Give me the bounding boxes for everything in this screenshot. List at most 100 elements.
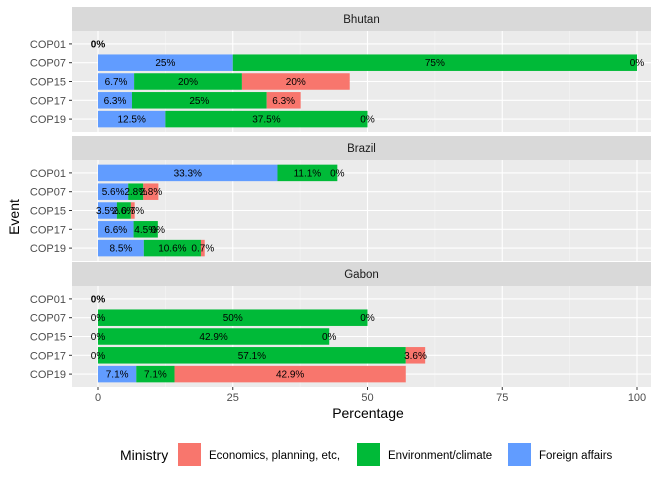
bar-data-label: 2.8% [124, 187, 147, 198]
y-axis-title: Event [6, 199, 22, 235]
bar-data-label: 75% [425, 58, 445, 69]
bar-environment [98, 328, 330, 345]
bar-environment [133, 221, 158, 238]
y-tick-label: COP17 [30, 95, 66, 107]
bar-data-label: 0% [91, 332, 106, 343]
legend-swatch [357, 443, 380, 466]
bar-foreign [98, 202, 117, 219]
bar-environment [116, 202, 131, 219]
bar-data-label: 0% [91, 39, 106, 50]
bar-foreign [98, 73, 135, 90]
bar-data-label: 10.6% [158, 244, 186, 255]
bar-data-label: 12.5% [118, 115, 146, 126]
legend-label: Foreign affairs [539, 450, 613, 462]
bar-data-label: 3.5% [96, 206, 119, 217]
panel-strip [72, 7, 651, 31]
x-tick-label: 50 [361, 392, 373, 404]
bar-data-label: 0% [360, 115, 375, 126]
panel-brazil: Brazil COP01 COP07 COP15 COP17 COP19 33.3% 11.1… [30, 136, 651, 261]
y-tick-label: COP15 [30, 206, 66, 218]
bar-data-label: 6.3% [104, 96, 127, 107]
bar-environment [131, 92, 267, 109]
bar-economics [143, 183, 159, 200]
bar-data-label: 25% [189, 96, 209, 107]
y-tick-label: COP01 [30, 294, 66, 306]
bar-data-label: 3.6% [404, 351, 427, 362]
bar-data-label: 0% [91, 313, 106, 324]
bar-data-label: 42.9% [276, 370, 304, 381]
bar-data-label: 0% [91, 294, 106, 305]
bar-data-label: 5.6% [102, 187, 125, 198]
panel-strip-title: Gabon [344, 269, 379, 281]
legend-entry-foreign: Foreign affairs [508, 443, 613, 466]
x-axis-title: Percentage [332, 405, 404, 421]
bar-foreign [98, 221, 134, 238]
bar-foreign [98, 239, 144, 257]
bar-data-label: 0% [330, 168, 345, 179]
bar-data-label: 7.1% [106, 370, 129, 381]
bar-economics [405, 347, 426, 364]
y-tick-label: COP07 [30, 187, 66, 199]
bar-data-label: 33.3% [174, 168, 202, 179]
y-tick-label: COP01 [30, 39, 66, 51]
y-tick-label: COP01 [30, 168, 66, 180]
bar-environment [98, 309, 368, 326]
y-tick-label: COP15 [30, 77, 66, 89]
bar-data-label: 57.1% [238, 351, 266, 362]
y-tick-label: COP19 [30, 369, 66, 381]
bar-environment [128, 183, 144, 200]
bar-environment [98, 347, 406, 364]
panel-strip-title: Brazil [347, 143, 376, 155]
bar-environment [134, 73, 242, 90]
bar-data-label: 0.7% [191, 244, 214, 255]
bar-data-label: 11.1% [294, 168, 322, 179]
bar-data-label: 2.6% [112, 206, 135, 217]
bar-economics [241, 73, 350, 90]
legend: Ministry Economics, planning, etc, Environ… [120, 443, 613, 466]
panel-strip [72, 262, 651, 286]
legend-entry-environment: Environment/climate [357, 443, 492, 466]
bar-data-label: 0% [360, 313, 375, 324]
panel-gabon: Gabon COP01 COP07 COP15 COP17 COP19 0% 0% 50% 0% 0… [30, 262, 651, 387]
bar-foreign [98, 164, 278, 182]
bar-data-label: 0% [151, 225, 166, 236]
legend-entry-economics: Economics, planning, etc, [178, 443, 340, 466]
y-tick-label: COP19 [30, 243, 66, 255]
bar-economics [266, 92, 301, 109]
bar-data-label: 6.7% [105, 77, 128, 88]
legend-title: Ministry [120, 447, 168, 463]
bar-data-label: 6.3% [272, 96, 295, 107]
y-tick-label: COP07 [30, 58, 66, 70]
legend-swatch [178, 443, 201, 466]
y-tick-label: COP17 [30, 224, 66, 236]
y-tick-label: COP15 [30, 332, 66, 344]
bar-data-label: 2.8% [139, 187, 162, 198]
bar-foreign [98, 110, 166, 128]
panel-strip [72, 136, 651, 160]
bar-foreign [98, 54, 233, 71]
legend-label: Environment/climate [388, 450, 492, 462]
x-tick-label: 75 [496, 392, 508, 404]
y-tick-label: COP19 [30, 114, 66, 126]
bar-environment [136, 365, 175, 383]
bar-data-label: 50% [223, 313, 243, 324]
bar-data-label: 20% [178, 77, 198, 88]
bar-economics [174, 365, 406, 383]
bar-data-label: 7.1% [144, 370, 167, 381]
bar-data-label: 37.5% [252, 115, 280, 126]
x-tick-label: 0 [95, 392, 101, 404]
legend-swatch [508, 443, 531, 466]
bar-foreign [98, 92, 132, 109]
x-tick-label: 25 [227, 392, 239, 404]
bar-environment [165, 110, 368, 128]
bar-data-label: 0% [322, 332, 337, 343]
bar-data-label: 42.9% [199, 332, 227, 343]
bar-environment [277, 164, 338, 182]
bar-environment [143, 239, 201, 257]
bar-economics [200, 239, 205, 257]
panel-bhutan: Bhutan COP01 COP07 COP15 COP17 COP19 0% 25% 75% 0… [30, 7, 651, 132]
bar-data-label: 4.5% [134, 225, 157, 236]
bar-data-label: 0% [91, 351, 106, 362]
bar-environment [232, 54, 637, 71]
y-tick-label: COP07 [30, 313, 66, 325]
